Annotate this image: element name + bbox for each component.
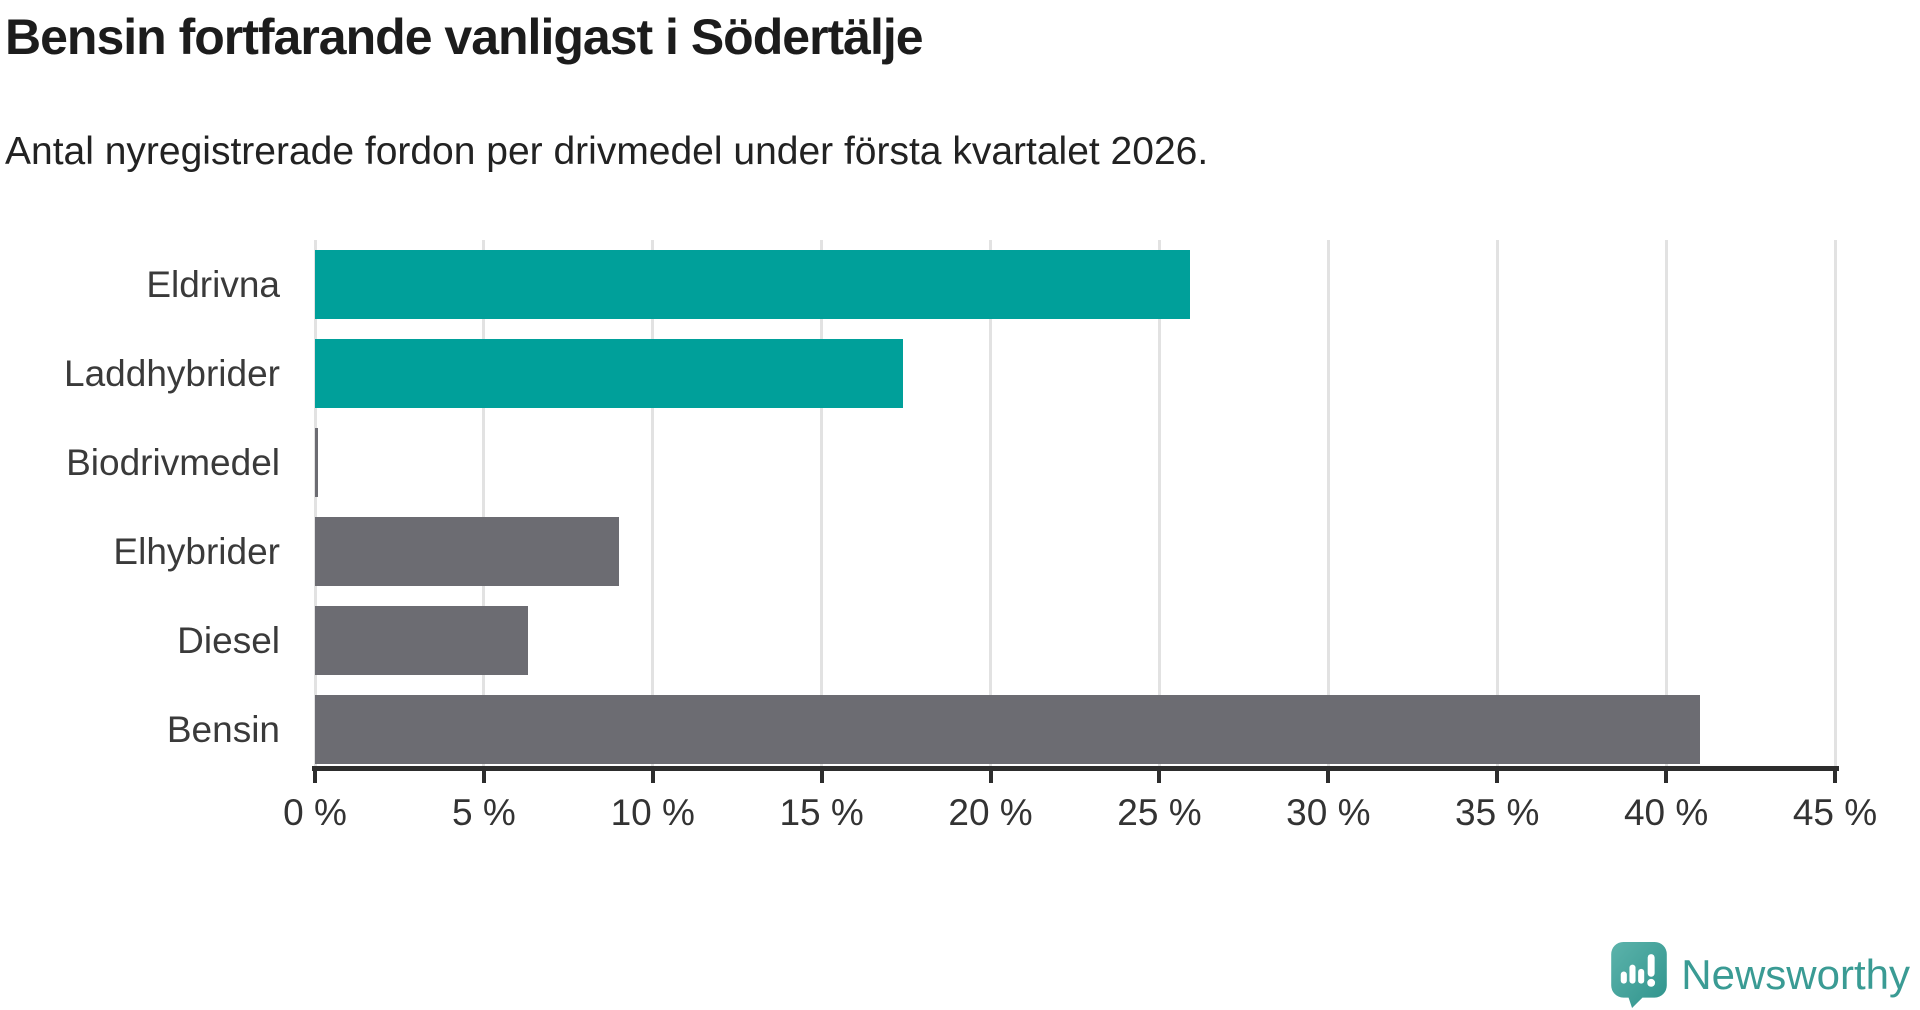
x-axis-tick-label: 40 % bbox=[1623, 792, 1709, 833]
gridline-20pct bbox=[989, 240, 993, 767]
category-label-eldrivna: Eldrivna bbox=[146, 264, 280, 305]
x-axis-tick bbox=[1157, 766, 1162, 783]
x-axis-line bbox=[312, 766, 1839, 771]
x-axis-tick-label: 15 % bbox=[779, 792, 864, 833]
newsworthy-logo-text: Newsworthy bbox=[1681, 951, 1910, 998]
bar-biodrivmedel bbox=[315, 428, 319, 497]
newsworthy-speech-bubble-bar-chart-icon bbox=[1611, 942, 1668, 1008]
x-axis-tick-label: 20 % bbox=[948, 792, 1033, 833]
category-label-elhybrider: Elhybrider bbox=[113, 531, 280, 572]
x-axis-tick bbox=[1495, 766, 1500, 783]
x-axis-tick-label: 10 % bbox=[610, 792, 695, 833]
gridline-10pct bbox=[651, 240, 655, 767]
gridline-45pct bbox=[1833, 240, 1837, 767]
gridline-40pct bbox=[1664, 240, 1668, 767]
x-axis-tick bbox=[819, 766, 824, 783]
category-label-laddhybrider: Laddhybrider bbox=[64, 353, 280, 394]
x-axis-tick-label: 35 % bbox=[1455, 792, 1540, 833]
chart-subtitle: Antal nyregistrerade fordon per drivmede… bbox=[5, 130, 1209, 173]
gridline-5pct bbox=[482, 240, 486, 767]
gridline-35pct bbox=[1495, 240, 1499, 767]
x-axis-tick-label: 25 % bbox=[1117, 792, 1202, 833]
gridline-0pct bbox=[313, 240, 317, 767]
bar-laddhybrider bbox=[315, 339, 903, 408]
x-axis-tick-label: 30 % bbox=[1286, 792, 1371, 833]
x-axis-tick bbox=[988, 766, 993, 783]
gridline-15pct bbox=[820, 240, 824, 767]
x-axis-tick bbox=[1833, 766, 1837, 783]
plot-area bbox=[313, 240, 1837, 767]
newsworthy-logo: Newsworthy bbox=[1611, 942, 1910, 1008]
gridline-30pct bbox=[1326, 240, 1330, 767]
chart-title: Bensin fortfarande vanligast i Södertälj… bbox=[5, 9, 924, 65]
bar-eldrivna bbox=[315, 250, 1190, 319]
category-label-biodrivmedel: Biodrivmedel bbox=[66, 442, 280, 483]
gridline-25pct bbox=[1157, 240, 1161, 767]
x-axis-tick-label: 0 % bbox=[283, 792, 347, 833]
x-axis-tick bbox=[650, 766, 655, 783]
x-axis-tick bbox=[1326, 766, 1331, 783]
x-axis-tick-label: 5 % bbox=[451, 792, 516, 833]
x-axis-tick bbox=[313, 766, 317, 783]
category-label-bensin: Bensin bbox=[166, 709, 280, 750]
x-axis-tick bbox=[481, 766, 486, 783]
x-axis-tick bbox=[1664, 766, 1669, 783]
bar-diesel bbox=[315, 606, 528, 675]
bar-bensin bbox=[315, 695, 1700, 764]
bar-elhybrider bbox=[315, 517, 619, 586]
category-label-diesel: Diesel bbox=[177, 620, 280, 661]
x-axis-tick-label: 45 % bbox=[1792, 792, 1878, 833]
